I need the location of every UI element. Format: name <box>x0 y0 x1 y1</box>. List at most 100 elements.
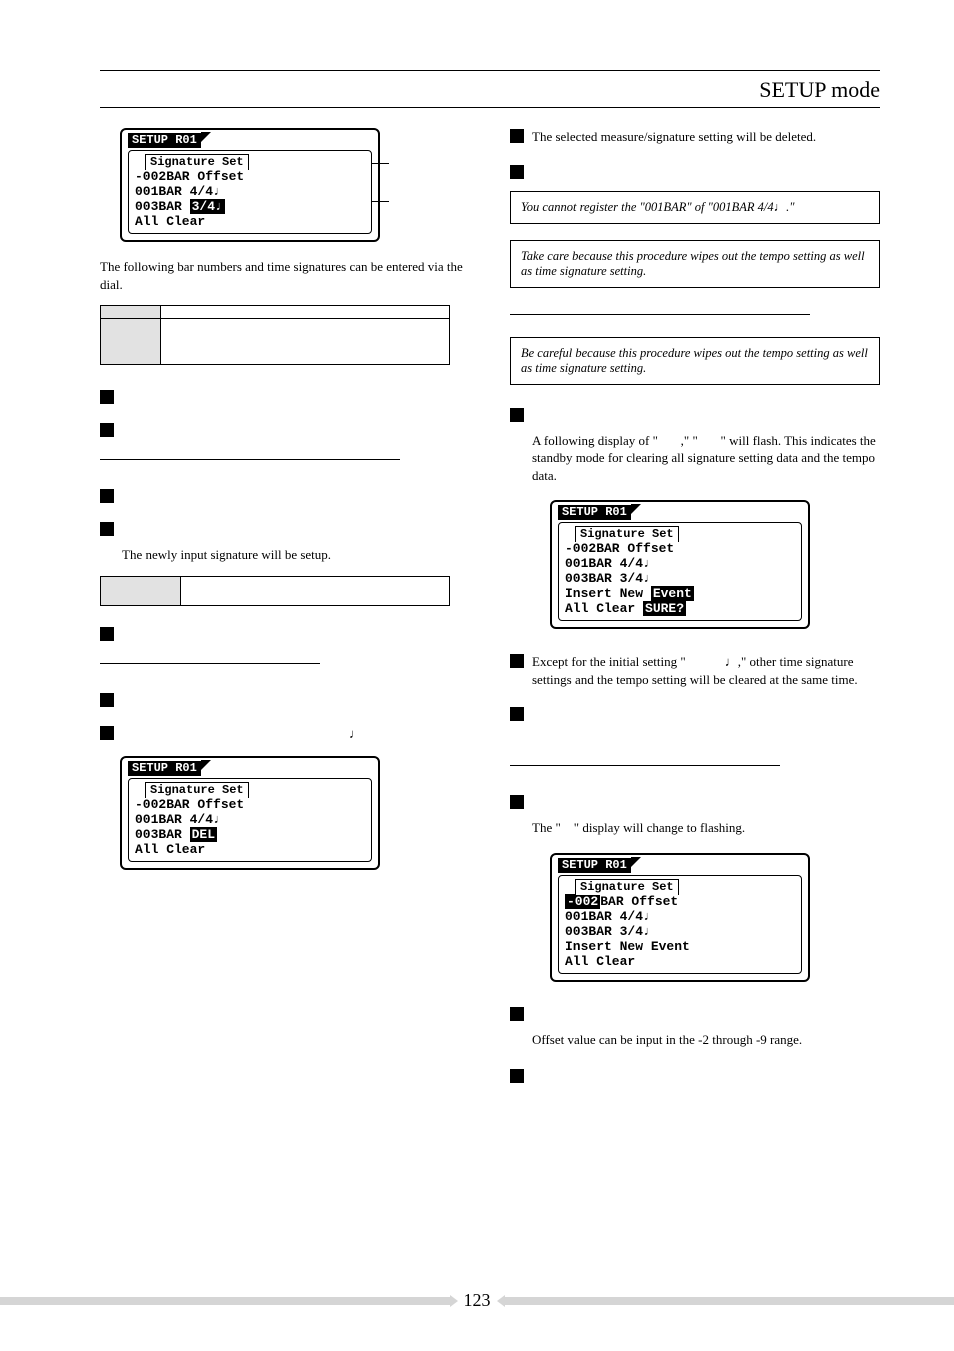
step <box>100 422 470 437</box>
step <box>510 1006 880 1021</box>
lcd1-tab: Signature Set <box>145 154 249 170</box>
rlcd2-l5: All Clear <box>565 954 795 969</box>
lcd1-l1: -002BAR Offset <box>135 169 365 184</box>
step-text: The selected measure/signature setting w… <box>532 128 816 146</box>
step-marker-icon <box>510 707 524 721</box>
step: ♩ <box>100 725 470 743</box>
rlcd2-l1: -002BAR Offset <box>565 894 795 909</box>
lcd1-l3: 003BAR 3/4♩ <box>135 199 365 214</box>
header-title: SETUP mode <box>100 71 880 107</box>
lcd-screenshot-3: SETUP R01 Signature Set -002BAR Offset 0… <box>550 500 810 629</box>
lcd2-l4: All Clear <box>135 842 365 857</box>
step-text: ♩ <box>122 725 362 743</box>
step <box>510 1068 880 1083</box>
note-box: You cannot register the "001BAR" of "001… <box>510 191 880 224</box>
step-marker-icon <box>100 522 114 536</box>
rlcd1-l2: 001BAR 4/4♩ <box>565 556 795 571</box>
signature-table <box>100 305 450 365</box>
page-number: 123 <box>458 1290 497 1311</box>
step-marker-icon <box>510 654 524 668</box>
step <box>100 521 470 536</box>
lcd-tab-icon <box>201 760 211 770</box>
lcd-screenshot-2: SETUP R01 Signature Set -002BAR Offset 0… <box>120 756 380 870</box>
step-marker-icon <box>100 627 114 641</box>
footer-arrow-icon <box>497 1295 505 1307</box>
lcd1-title: SETUP R01 <box>128 133 201 148</box>
lcd-tab-icon <box>201 132 211 142</box>
separator <box>510 765 780 766</box>
note-box: Be careful because this procedure wipes … <box>510 337 880 385</box>
rlcd1-tab: Signature Set <box>575 526 679 542</box>
step <box>100 692 470 707</box>
separator <box>100 459 400 460</box>
lcd2-tab: Signature Set <box>145 782 249 798</box>
step-marker-icon <box>100 693 114 707</box>
rlcd1-l4: Insert New Event <box>565 586 795 601</box>
step-marker-icon <box>100 423 114 437</box>
two-column-layout: SETUP R01 Signature Set -002BAR Offset 0… <box>100 118 880 1087</box>
left-column: SETUP R01 Signature Set -002BAR Offset 0… <box>100 118 470 1087</box>
right-column: The selected measure/signature setting w… <box>510 118 880 1087</box>
rlcd1-title: SETUP R01 <box>558 505 631 520</box>
step-marker-icon <box>510 795 524 809</box>
note-box: Take care because this procedure wipes o… <box>510 240 880 288</box>
rlcd2-title: SETUP R01 <box>558 858 631 873</box>
step-marker-icon <box>510 408 524 422</box>
lcd2-l2: 001BAR 4/4♩ <box>135 812 365 827</box>
lcd1-l2: 001BAR 4/4♩ <box>135 184 365 199</box>
rlcd2-l3: 003BAR 3/4♩ <box>565 924 795 939</box>
step-text: Except for the initial setting " ♩," oth… <box>532 653 880 688</box>
footer-bar-left <box>0 1297 450 1305</box>
table-cell <box>161 319 450 365</box>
header-rule-bottom <box>100 107 880 108</box>
step-marker-icon <box>510 165 524 179</box>
step-marker-icon <box>100 489 114 503</box>
step-marker-icon <box>510 1069 524 1083</box>
step <box>510 407 880 422</box>
result-table <box>100 576 450 606</box>
lcd-tab-icon <box>631 504 641 514</box>
table-cell <box>101 319 161 365</box>
rlcd1-l5: All Clear SURE? <box>565 601 795 616</box>
step <box>100 389 470 404</box>
table-cell <box>101 576 181 605</box>
step <box>510 164 880 179</box>
rlcd1-l1: -002BAR Offset <box>565 541 795 556</box>
lcd-screenshot-4: SETUP R01 Signature Set -002BAR Offset 0… <box>550 853 810 982</box>
step <box>510 794 880 809</box>
page-content: SETUP mode SETUP R01 Signature Set -002B… <box>100 70 880 1087</box>
paragraph: The following bar numbers and time signa… <box>100 258 470 293</box>
lcd-tab-icon <box>631 857 641 867</box>
footer-arrow-icon <box>450 1295 458 1307</box>
step-marker-icon <box>510 129 524 143</box>
lcd1-l4: All Clear <box>135 214 365 229</box>
table-cell <box>101 306 161 319</box>
paragraph: A following display of " ," " " will fla… <box>532 432 880 485</box>
step-marker-icon <box>510 1007 524 1021</box>
step-marker-icon <box>100 390 114 404</box>
connector-line <box>371 163 389 164</box>
step <box>100 488 470 503</box>
lcd-screenshot-1: SETUP R01 Signature Set -002BAR Offset 0… <box>120 128 380 242</box>
step <box>510 706 880 721</box>
footer-bar-right <box>505 1297 954 1305</box>
paragraph: Offset value can be input in the -2 thro… <box>532 1031 880 1049</box>
connector-line <box>371 201 389 202</box>
step-marker-icon <box>100 726 114 740</box>
table-cell <box>161 306 450 319</box>
paragraph: The newly input signature will be setup. <box>122 546 470 564</box>
separator <box>510 314 810 315</box>
table-cell <box>181 576 450 605</box>
rlcd1-l3: 003BAR 3/4♩ <box>565 571 795 586</box>
paragraph: The " " display will change to flashing. <box>532 819 880 837</box>
step <box>100 626 470 641</box>
rlcd2-l4: Insert New Event <box>565 939 795 954</box>
lcd2-title: SETUP R01 <box>128 761 201 776</box>
separator <box>100 663 320 664</box>
rlcd2-tab: Signature Set <box>575 879 679 895</box>
step: The selected measure/signature setting w… <box>510 128 880 146</box>
page-footer: 123 <box>0 1290 954 1311</box>
lcd2-l3: 003BAR DEL <box>135 827 365 842</box>
lcd2-l1: -002BAR Offset <box>135 797 365 812</box>
rlcd2-l2: 001BAR 4/4♩ <box>565 909 795 924</box>
